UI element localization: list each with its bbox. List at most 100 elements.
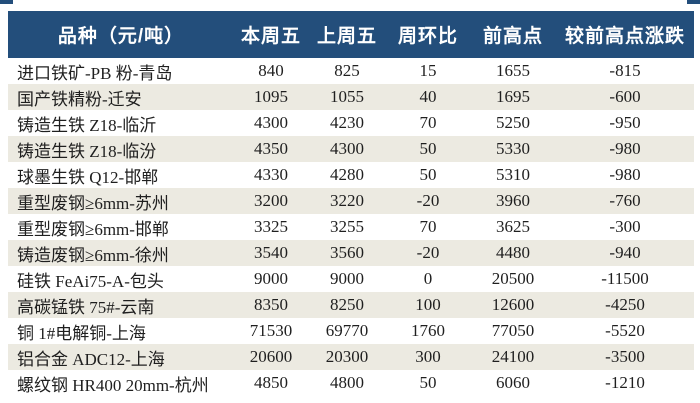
product-name-cell: 铝合金 ADC12-上海	[8, 344, 234, 370]
value-cell: 50	[386, 370, 470, 396]
value-cell: 8350	[234, 292, 308, 318]
table-row: 铜 1#电解铜-上海 71530 69770 1760 77050 -5520	[8, 318, 694, 344]
value-cell: 4230	[308, 110, 386, 136]
value-cell: 100	[386, 292, 470, 318]
value-cell: -20	[386, 188, 470, 214]
column-header-2: 上周五	[308, 11, 386, 58]
value-cell: 24100	[470, 344, 556, 370]
value-cell: 70	[386, 214, 470, 240]
value-cell: 5250	[470, 110, 556, 136]
value-cell: 1655	[470, 58, 556, 84]
value-cell: 5310	[470, 162, 556, 188]
value-cell: 1095	[234, 84, 308, 110]
product-name-cell: 国产铁精粉-迁安	[8, 84, 234, 110]
value-cell: 840	[234, 58, 308, 84]
value-cell: 4280	[308, 162, 386, 188]
table-row: 铸造废钢≥6mm-徐州 3540 3560 -20 4480 -940	[8, 240, 694, 266]
product-name-cell: 进口铁矿-PB 粉-青岛	[8, 58, 234, 84]
table-row: 螺纹钢 HR400 20mm-杭州 4850 4800 50 6060 -1210	[8, 370, 694, 396]
table-row: 铝合金 ADC12-上海 20600 20300 300 24100 -3500	[8, 344, 694, 370]
column-header-0: 品种（元/吨）	[8, 11, 234, 58]
value-cell: -5520	[556, 318, 694, 344]
value-cell: -760	[556, 188, 694, 214]
table-row: 重型废钢≥6mm-邯郸 3325 3255 70 3625 -300	[8, 214, 694, 240]
value-cell: 4300	[308, 136, 386, 162]
value-cell: -1210	[556, 370, 694, 396]
value-cell: 3220	[308, 188, 386, 214]
value-cell: 3560	[308, 240, 386, 266]
table-row: 重型废钢≥6mm-苏州 3200 3220 -20 3960 -760	[8, 188, 694, 214]
table-row: 进口铁矿-PB 粉-青岛 840 825 15 1655 -815	[8, 58, 694, 84]
value-cell: -940	[556, 240, 694, 266]
price-table: 品种（元/吨） 本周五 上周五 周环比 前高点 较前高点涨跌 进口铁矿-PB 粉-青岛 84…	[8, 11, 694, 396]
table-body: 进口铁矿-PB 粉-青岛 840 825 15 1655 -815 国产铁精粉-迁安 1095…	[8, 58, 694, 396]
product-name-cell: 螺纹钢 HR400 20mm-杭州	[8, 370, 234, 396]
value-cell: 77050	[470, 318, 556, 344]
value-cell: -815	[556, 58, 694, 84]
product-name-cell: 铜 1#电解铜-上海	[8, 318, 234, 344]
value-cell: 3625	[470, 214, 556, 240]
column-header-1: 本周五	[234, 11, 308, 58]
value-cell: 6060	[470, 370, 556, 396]
column-header-3: 周环比	[386, 11, 470, 58]
value-cell: 20300	[308, 344, 386, 370]
product-name-cell: 重型废钢≥6mm-邯郸	[8, 214, 234, 240]
table-header: 品种（元/吨） 本周五 上周五 周环比 前高点 较前高点涨跌	[8, 11, 694, 58]
product-name-cell: 高碳锰铁 75#-云南	[8, 292, 234, 318]
value-cell: 4350	[234, 136, 308, 162]
value-cell: 4800	[308, 370, 386, 396]
value-cell: 3255	[308, 214, 386, 240]
value-cell: 9000	[234, 266, 308, 292]
table-row: 硅铁 FeAi75-A-包头 9000 9000 0 20500 -11500	[8, 266, 694, 292]
table-row: 铸造生铁 Z18-临沂 4300 4230 70 5250 -950	[8, 110, 694, 136]
value-cell: -980	[556, 162, 694, 188]
value-cell: 4850	[234, 370, 308, 396]
table-row: 球墨生铁 Q12-邯郸 4330 4280 50 5310 -980	[8, 162, 694, 188]
top-left-border-mark	[0, 0, 13, 4]
value-cell: 40	[386, 84, 470, 110]
value-cell: 4330	[234, 162, 308, 188]
header-row: 品种（元/吨） 本周五 上周五 周环比 前高点 较前高点涨跌	[8, 11, 694, 58]
value-cell: -11500	[556, 266, 694, 292]
value-cell: 825	[308, 58, 386, 84]
value-cell: 69770	[308, 318, 386, 344]
value-cell: 5330	[470, 136, 556, 162]
value-cell: -600	[556, 84, 694, 110]
product-name-cell: 重型废钢≥6mm-苏州	[8, 188, 234, 214]
table-row: 高碳锰铁 75#-云南 8350 8250 100 12600 -4250	[8, 292, 694, 318]
table-row: 铸造生铁 Z18-临汾 4350 4300 50 5330 -980	[8, 136, 694, 162]
value-cell: 300	[386, 344, 470, 370]
product-name-cell: 铸造生铁 Z18-临沂	[8, 110, 234, 136]
table-row: 国产铁精粉-迁安 1095 1055 40 1695 -600	[8, 84, 694, 110]
product-name-cell: 球墨生铁 Q12-邯郸	[8, 162, 234, 188]
value-cell: 3540	[234, 240, 308, 266]
value-cell: -4250	[556, 292, 694, 318]
value-cell: 4480	[470, 240, 556, 266]
value-cell: 15	[386, 58, 470, 84]
product-name-cell: 硅铁 FeAi75-A-包头	[8, 266, 234, 292]
column-header-5: 较前高点涨跌	[556, 11, 694, 58]
value-cell: 50	[386, 162, 470, 188]
value-cell: -950	[556, 110, 694, 136]
product-name-cell: 铸造废钢≥6mm-徐州	[8, 240, 234, 266]
product-name-cell: 铸造生铁 Z18-临汾	[8, 136, 234, 162]
value-cell: -20	[386, 240, 470, 266]
value-cell: -300	[556, 214, 694, 240]
value-cell: -980	[556, 136, 694, 162]
value-cell: 3960	[470, 188, 556, 214]
value-cell: 0	[386, 266, 470, 292]
value-cell: 1760	[386, 318, 470, 344]
value-cell: 20600	[234, 344, 308, 370]
value-cell: 12600	[470, 292, 556, 318]
value-cell: 71530	[234, 318, 308, 344]
value-cell: 3325	[234, 214, 308, 240]
value-cell: 70	[386, 110, 470, 136]
value-cell: 1695	[470, 84, 556, 110]
value-cell: 8250	[308, 292, 386, 318]
value-cell: -3500	[556, 344, 694, 370]
value-cell: 1055	[308, 84, 386, 110]
value-cell: 20500	[470, 266, 556, 292]
value-cell: 3200	[234, 188, 308, 214]
value-cell: 50	[386, 136, 470, 162]
